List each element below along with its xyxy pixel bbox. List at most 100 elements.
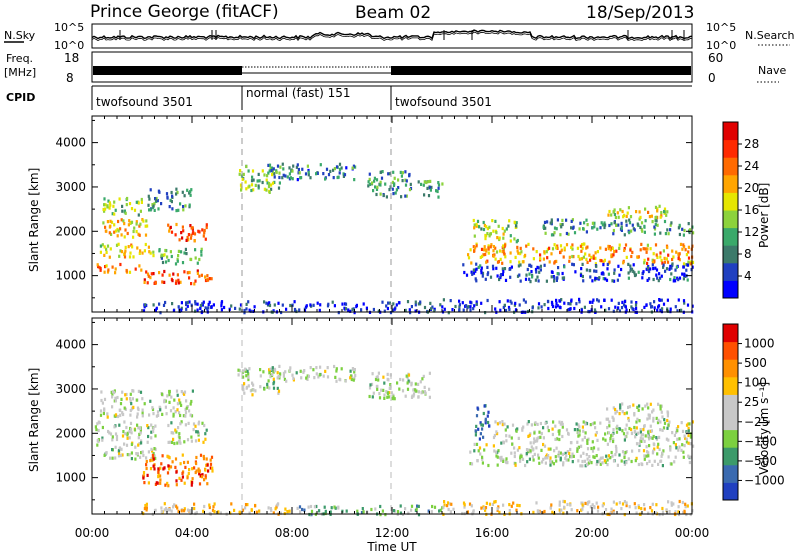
data-cell bbox=[266, 382, 269, 386]
data-cell bbox=[606, 458, 609, 462]
data-cell bbox=[254, 389, 257, 393]
data-cell bbox=[147, 481, 150, 485]
data-cell bbox=[163, 502, 166, 506]
data-cell bbox=[465, 304, 468, 308]
data-cell bbox=[504, 278, 508, 282]
data-cell bbox=[201, 475, 204, 479]
data-cell bbox=[660, 410, 663, 414]
data-cell bbox=[388, 301, 391, 305]
data-cell bbox=[204, 432, 207, 436]
data-cell bbox=[306, 374, 309, 378]
data-cell bbox=[472, 218, 475, 223]
data-cell bbox=[599, 462, 602, 466]
data-cell bbox=[441, 182, 444, 186]
data-cell bbox=[347, 308, 350, 312]
power-colorbar-label: Power [dB] bbox=[757, 183, 771, 248]
data-cell bbox=[648, 459, 651, 463]
data-cell bbox=[478, 437, 481, 441]
data-cell bbox=[526, 267, 529, 272]
data-cell bbox=[170, 431, 173, 435]
data-cell bbox=[206, 463, 209, 467]
data-cell bbox=[681, 227, 684, 231]
data-cell bbox=[659, 308, 662, 312]
data-cell bbox=[680, 448, 683, 452]
data-cell bbox=[114, 267, 117, 271]
data-cell bbox=[140, 197, 143, 202]
data-cell bbox=[529, 280, 532, 284]
data-cell bbox=[587, 437, 590, 441]
data-cell bbox=[393, 182, 396, 186]
data-cell bbox=[491, 502, 494, 506]
data-cell bbox=[623, 438, 626, 442]
data-cell bbox=[315, 366, 318, 370]
data-cell bbox=[620, 228, 623, 232]
data-cell bbox=[263, 300, 266, 304]
colorbar-tick-label: 12 bbox=[744, 225, 759, 239]
data-cell bbox=[646, 243, 649, 247]
data-cell bbox=[301, 167, 304, 171]
data-cell bbox=[130, 207, 134, 211]
data-cell bbox=[395, 303, 398, 307]
data-cell bbox=[485, 443, 488, 447]
data-cell bbox=[623, 513, 626, 517]
data-cell bbox=[498, 510, 501, 514]
data-cell bbox=[277, 301, 280, 305]
data-cell bbox=[277, 389, 281, 393]
noise-right-tick-top: 10^5 bbox=[706, 21, 736, 34]
data-cell bbox=[656, 445, 659, 449]
data-cell bbox=[579, 257, 582, 261]
data-cell bbox=[272, 370, 275, 374]
data-cell bbox=[608, 245, 611, 249]
data-cell bbox=[564, 456, 567, 460]
data-cell bbox=[595, 462, 598, 466]
data-cell bbox=[318, 373, 321, 377]
data-cell bbox=[657, 418, 660, 422]
data-cell bbox=[137, 213, 140, 217]
data-cell bbox=[599, 226, 602, 230]
data-cell bbox=[654, 205, 658, 209]
data-cell bbox=[137, 232, 140, 236]
data-cell bbox=[561, 222, 564, 227]
data-cell bbox=[406, 387, 410, 391]
data-cell bbox=[345, 166, 348, 170]
data-cell bbox=[486, 232, 489, 236]
data-cell bbox=[428, 186, 432, 190]
data-cell bbox=[691, 420, 694, 424]
data-cell bbox=[470, 462, 474, 466]
data-cell bbox=[491, 264, 495, 268]
data-cell bbox=[522, 298, 525, 302]
data-cell bbox=[631, 307, 634, 311]
data-cell bbox=[338, 162, 342, 166]
data-cell bbox=[613, 271, 616, 275]
data-cell bbox=[681, 247, 684, 251]
data-cell bbox=[683, 510, 686, 514]
data-cell bbox=[437, 181, 440, 185]
data-cell bbox=[495, 266, 498, 270]
data-cell bbox=[684, 502, 687, 506]
data-cell bbox=[489, 245, 492, 249]
data-cell bbox=[338, 167, 342, 172]
data-cell bbox=[143, 280, 146, 284]
data-cell bbox=[379, 192, 382, 196]
data-cell bbox=[609, 456, 612, 460]
data-cell bbox=[670, 266, 673, 270]
data-cell bbox=[554, 437, 557, 441]
data-cell bbox=[270, 183, 273, 187]
data-cell bbox=[399, 377, 402, 382]
data-cell bbox=[556, 272, 559, 276]
data-cell bbox=[114, 445, 117, 449]
data-cell bbox=[193, 282, 196, 286]
data-cell bbox=[519, 252, 522, 256]
data-cell bbox=[202, 509, 205, 513]
data-cell bbox=[548, 260, 551, 264]
data-cell bbox=[188, 468, 191, 472]
data-cell bbox=[436, 189, 439, 194]
colorbar-segment bbox=[723, 412, 738, 431]
data-cell bbox=[186, 235, 189, 240]
data-cell bbox=[306, 164, 309, 168]
data-cell bbox=[405, 194, 408, 198]
data-cell bbox=[603, 225, 606, 230]
data-cell bbox=[487, 271, 490, 275]
data-cell bbox=[565, 454, 568, 458]
data-cell bbox=[543, 444, 547, 448]
